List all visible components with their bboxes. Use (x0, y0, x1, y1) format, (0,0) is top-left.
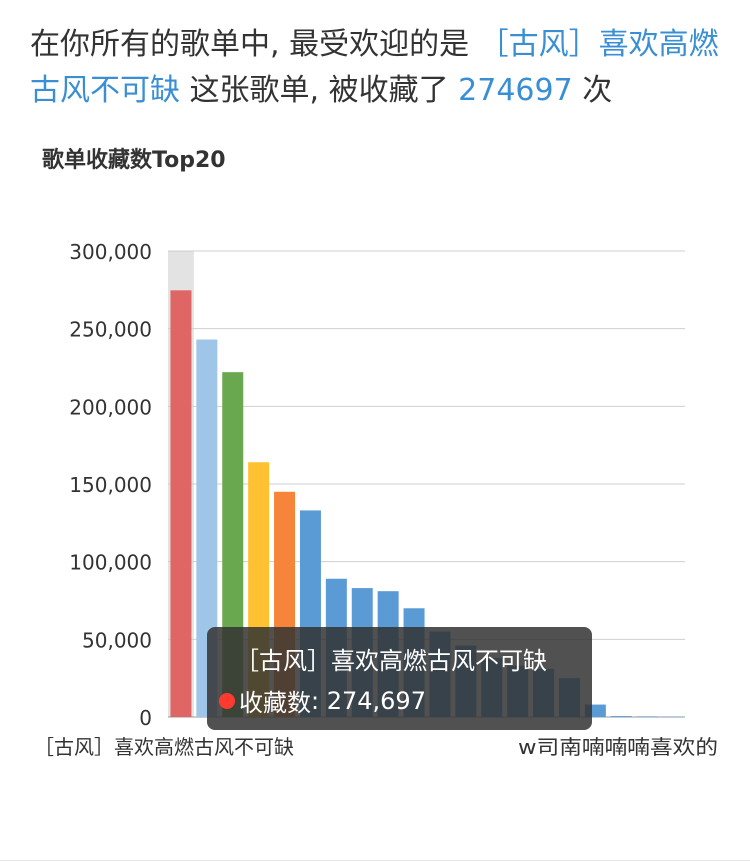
tooltip-colon: : (311, 686, 327, 715)
tooltip-name: ［古风］喜欢高燃古风不可缺 (235, 647, 547, 675)
y-tick-label: 150,000 (69, 473, 152, 497)
chart-tooltip: ［古风］喜欢高燃古风不可缺 收藏数: 274,697 (207, 627, 592, 730)
tooltip-series-label: 收藏数 (239, 689, 311, 717)
headline: 在你所有的歌单中, 最受欢迎的是 ［古风］喜欢高燃古风不可缺 这张歌单, 被收藏… (30, 22, 730, 114)
bar (610, 716, 632, 717)
y-tick-label: 100,000 (69, 551, 152, 575)
tooltip-value: 274,697 (326, 686, 426, 715)
headline-count: 274697 (458, 73, 573, 108)
x-tick-label: w司南喃喃喃喜欢的 (518, 735, 718, 759)
bar (636, 716, 658, 717)
headline-prefix: 在你所有的歌单中, 最受欢迎的是 (30, 27, 479, 62)
bar (170, 290, 192, 717)
y-tick-label: 300,000 (69, 240, 152, 264)
headline-playlist-link[interactable]: ［古风］喜欢高燃古风不可缺 (30, 27, 719, 108)
chart-title: 歌单收藏数Top20 (42, 148, 226, 173)
series-dot-icon (219, 692, 235, 709)
y-tick-label: 200,000 (69, 395, 152, 419)
headline-suffix: 次 (572, 73, 613, 108)
bar (196, 339, 218, 717)
x-tick-label: ［古风］喜欢高燃古风不可缺 (34, 735, 294, 759)
y-tick-label: 50,000 (82, 628, 152, 652)
y-tick-label: 250,000 (69, 318, 152, 342)
bar (662, 716, 684, 718)
y-tick-label: 0 (139, 706, 152, 730)
tooltip-value-row: 收藏数: 274,697 (219, 683, 426, 718)
headline-middle: 这张歌单, 被收藏了 (180, 73, 459, 108)
